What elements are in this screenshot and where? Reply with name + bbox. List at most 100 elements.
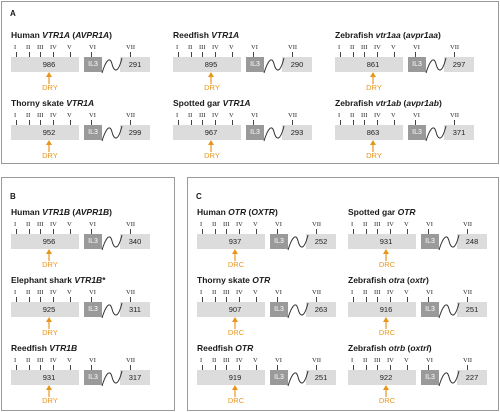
tm-label: IV	[50, 44, 57, 51]
tm-label: III	[37, 357, 44, 364]
tm-label: V	[391, 112, 396, 119]
tm-tick	[29, 120, 30, 125]
tm-label: II	[26, 289, 31, 296]
title-paren-close: *	[102, 275, 106, 285]
tm-tick	[53, 365, 54, 370]
gene-title: Reedfish VTR1B	[11, 343, 77, 353]
tm-tick	[215, 297, 216, 302]
motif-arrow-icon	[232, 249, 238, 261]
exon-2-count: 293	[290, 128, 304, 137]
tm-tick	[226, 297, 227, 302]
tm-label: VI	[89, 112, 96, 119]
exon-2-bar	[282, 57, 312, 72]
tm-tick	[29, 365, 30, 370]
gene-symbol: VTR1A	[66, 98, 95, 108]
exon-2-count: 299	[128, 128, 142, 137]
exon-2-bar	[457, 234, 487, 249]
tm-label: VII	[312, 221, 322, 228]
tm-tick	[215, 52, 216, 57]
tm-label: VII	[312, 289, 322, 296]
intron-break	[101, 57, 123, 74]
tm-label: I	[176, 112, 179, 119]
il3-loop: IL3	[84, 125, 102, 140]
tm-tick	[202, 365, 203, 370]
tm-label: VII	[463, 221, 473, 228]
tm-label: VI	[275, 357, 282, 364]
tm-label: V	[67, 112, 72, 119]
tm-label: I	[351, 357, 354, 364]
receptor-diagram: Spotted gar VTR1A I II III IV V VI VII IL3 967 293…	[173, 98, 312, 160]
gene-title: Elephant shark VTR1B*	[11, 275, 106, 285]
tm-tick	[130, 365, 131, 370]
tm-tick	[191, 52, 192, 57]
intron-break	[101, 302, 123, 319]
tm-label: II	[212, 221, 217, 228]
gene-title: Thorny skate VTR1A	[11, 98, 94, 108]
tm-label: V	[253, 289, 258, 296]
tm-label: II	[212, 289, 217, 296]
tm-tick	[277, 365, 278, 370]
motif-label: DRY	[42, 396, 58, 405]
tm-tick	[40, 52, 41, 57]
gene-alias: AVPR1B	[75, 207, 110, 217]
intron-break	[263, 125, 285, 142]
tm-label: V	[391, 44, 396, 51]
tm-label: I	[14, 221, 17, 228]
tm-labels: I II III IV V VI VII	[11, 44, 135, 57]
motif-arrow-icon	[208, 140, 214, 152]
tm-tick	[353, 297, 354, 302]
title-paren-close: )	[428, 343, 432, 353]
tm-tick	[70, 229, 71, 234]
title-paren-open: (	[70, 30, 76, 40]
exon-2-bar	[306, 234, 336, 249]
tm-label: I	[176, 44, 179, 51]
exon-2-bar	[457, 302, 487, 317]
tm-label: II	[350, 44, 355, 51]
tm-label: III	[374, 221, 381, 228]
title-paren-open: (	[404, 275, 410, 285]
gene-title: Zebrafish vtr1aa (avpr1aa)	[335, 30, 441, 40]
motif-arrow-icon	[46, 385, 52, 397]
exon-2-count: 251	[465, 305, 479, 314]
tm-tick	[40, 120, 41, 125]
species-name: Thorny skate	[197, 275, 253, 285]
exon-1-bar	[197, 234, 265, 249]
tm-tick	[428, 365, 429, 370]
exon-2-bar	[120, 234, 150, 249]
tm-label: VI	[426, 289, 433, 296]
tm-tick	[91, 120, 92, 125]
exon-2-count: 227	[465, 373, 479, 382]
motif-label: DRC	[378, 260, 396, 269]
exon-2-bar	[444, 57, 474, 72]
tm-label: I	[14, 289, 17, 296]
motif-arrow-icon	[370, 140, 376, 152]
il3-loop: IL3	[421, 370, 439, 385]
tm-label: VI	[89, 44, 96, 51]
tm-labels: I II III IV V VI VII	[11, 289, 135, 302]
tm-tick	[467, 297, 468, 302]
tm-tick	[202, 229, 203, 234]
title-paren-close: )	[109, 30, 112, 40]
tm-tick	[467, 229, 468, 234]
exon-1-count: 925	[42, 305, 56, 314]
tm-tick	[253, 120, 254, 125]
motif-arrow-icon	[370, 72, 376, 84]
tm-label: III	[199, 112, 206, 119]
tm-tick	[415, 120, 416, 125]
tm-label: IV	[374, 112, 381, 119]
il3-loop: IL3	[84, 302, 102, 317]
tm-tick	[91, 52, 92, 57]
gene-title: Zebrafish otrb (oxtrl)	[348, 343, 432, 353]
gene-symbol: otrb	[388, 343, 406, 353]
tm-labels: I II III IV V VI VII	[335, 112, 459, 125]
receptor-diagram: Human OTR (OXTR) I II III IV V VI VII IL3 937 252 D…	[197, 207, 336, 269]
tm-label: IV	[387, 289, 394, 296]
gene-title: Human OTR (OXTR)	[197, 207, 278, 217]
motif-arrow-icon	[46, 72, 52, 84]
tm-tick	[29, 229, 30, 234]
tm-tick	[91, 297, 92, 302]
exon-1-bar	[197, 302, 265, 317]
il3-loop: IL3	[84, 370, 102, 385]
exon-1-count: 919	[228, 373, 242, 382]
tm-tick	[53, 120, 54, 125]
